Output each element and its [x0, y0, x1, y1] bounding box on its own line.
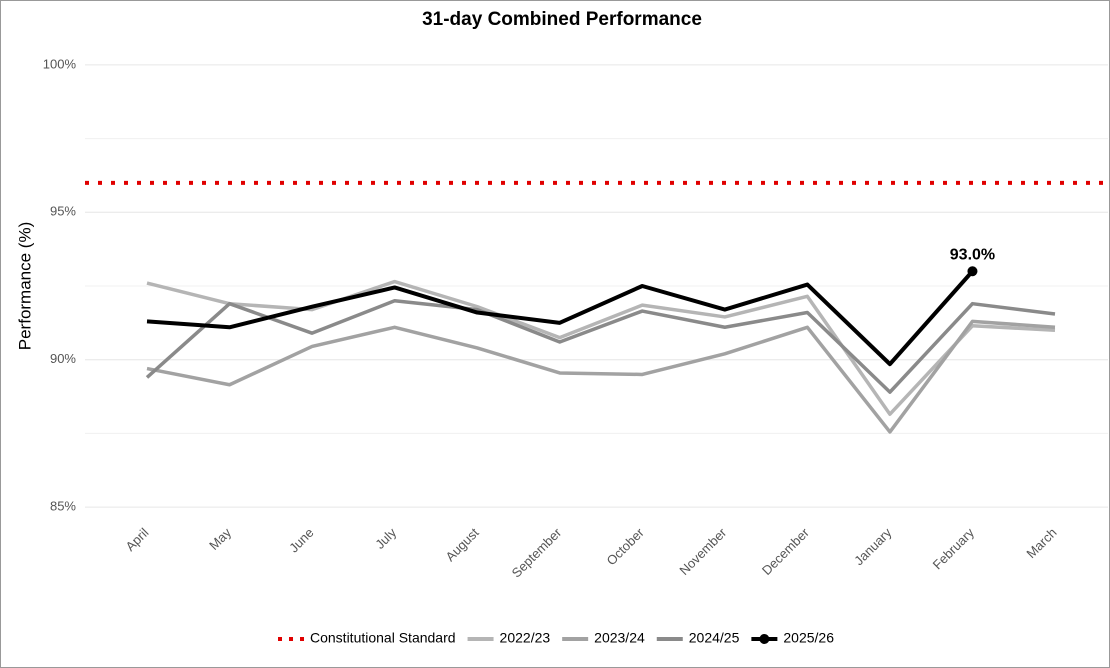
chart-title: 31-day Combined Performance — [422, 9, 702, 30]
legend-label: 2025/26 — [783, 630, 834, 646]
y-tick-label: 100% — [43, 56, 77, 71]
legend-key-dot — [759, 634, 770, 644]
y-tick-label: 95% — [50, 204, 76, 219]
series-line — [145, 298, 1056, 394]
y-tick-label: 90% — [50, 351, 76, 366]
point — [967, 266, 978, 277]
y-tick-label: 85% — [50, 499, 76, 514]
series-line — [146, 269, 974, 367]
legend-label: 2024/25 — [689, 630, 740, 646]
legend-label: Constitutional Standard — [310, 630, 456, 646]
data-label: 93.0% — [950, 246, 995, 263]
y-axis-title: Performance (%) — [15, 222, 34, 350]
legend-label: 2022/23 — [500, 630, 551, 646]
legend-label: 2023/24 — [594, 630, 645, 646]
series-line — [146, 319, 1056, 434]
